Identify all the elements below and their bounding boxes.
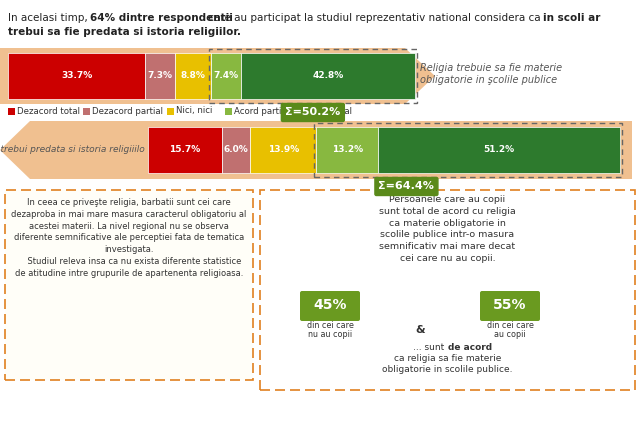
Polygon shape bbox=[405, 48, 435, 104]
Text: ca religia sa fie materie: ca religia sa fie materie bbox=[394, 354, 501, 363]
Text: Σ=64.4%: Σ=64.4% bbox=[378, 181, 435, 191]
Text: 55%: 55% bbox=[493, 298, 527, 312]
Text: 6.0%: 6.0% bbox=[224, 145, 248, 155]
FancyBboxPatch shape bbox=[375, 177, 438, 195]
Text: de acord: de acord bbox=[447, 343, 492, 352]
Text: Dezacord partial: Dezacord partial bbox=[92, 106, 163, 116]
Text: in scoli ar: in scoli ar bbox=[543, 13, 600, 23]
Bar bbox=[250, 127, 316, 173]
Text: 13.9%: 13.9% bbox=[268, 145, 299, 155]
Text: Acord partial: Acord partial bbox=[234, 106, 289, 116]
Text: 8.8%: 8.8% bbox=[180, 71, 205, 81]
FancyBboxPatch shape bbox=[5, 190, 253, 380]
Text: ... sunt: ... sunt bbox=[413, 343, 447, 352]
Text: 7.4%: 7.4% bbox=[213, 71, 238, 81]
Text: Nici, nici: Nici, nici bbox=[176, 106, 212, 116]
FancyBboxPatch shape bbox=[282, 103, 344, 121]
Bar bbox=[225, 108, 232, 115]
Bar bbox=[145, 53, 175, 99]
Text: nu au copii: nu au copii bbox=[308, 330, 352, 339]
Bar bbox=[211, 53, 241, 99]
Text: 15.7%: 15.7% bbox=[170, 145, 201, 155]
Polygon shape bbox=[0, 121, 30, 179]
Bar bbox=[222, 127, 250, 173]
Text: 33.7%: 33.7% bbox=[61, 71, 92, 81]
Text: Acord total: Acord total bbox=[305, 106, 352, 116]
Bar bbox=[175, 53, 211, 99]
Text: 13.2%: 13.2% bbox=[332, 145, 363, 155]
Bar bbox=[8, 53, 145, 99]
Text: din cei care: din cei care bbox=[307, 321, 353, 330]
Text: obligatorie in scolile publice.: obligatorie in scolile publice. bbox=[382, 365, 513, 374]
Bar bbox=[8, 108, 15, 115]
Bar bbox=[209, 49, 417, 103]
Text: &: & bbox=[415, 325, 425, 335]
Text: au copii: au copii bbox=[494, 330, 526, 339]
FancyBboxPatch shape bbox=[300, 291, 360, 321]
Text: trebui sa fie predata si istoria religiilor.: trebui sa fie predata si istoria religii… bbox=[8, 27, 241, 37]
Bar bbox=[0, 48, 405, 104]
Text: 64% dintre respondentii: 64% dintre respondentii bbox=[90, 13, 233, 23]
Bar bbox=[314, 123, 622, 177]
Bar bbox=[148, 127, 222, 173]
Bar bbox=[316, 127, 378, 173]
Text: Persoanele care au copii
sunt total de acord cu religia
ca materie obligatorie i: Persoanele care au copii sunt total de a… bbox=[379, 195, 516, 263]
Text: In acelasi timp,: In acelasi timp, bbox=[8, 13, 91, 23]
Text: Dezacord total: Dezacord total bbox=[17, 106, 80, 116]
Text: 42.8%: 42.8% bbox=[312, 71, 344, 81]
FancyBboxPatch shape bbox=[260, 190, 635, 390]
Text: care au participat la studiul reprezentativ national considera ca: care au participat la studiul reprezenta… bbox=[205, 13, 544, 23]
Text: In scoli ar trebui predata si istoria religiiilo: In scoli ar trebui predata si istoria re… bbox=[0, 145, 145, 155]
Bar bbox=[167, 108, 174, 115]
Text: Σ=50.2%: Σ=50.2% bbox=[285, 107, 340, 117]
Text: 51.2%: 51.2% bbox=[484, 145, 515, 155]
Bar bbox=[241, 53, 415, 99]
Bar bbox=[296, 108, 303, 115]
Text: Religia trebuie sa fie materie
obligatorie in şcolile publice: Religia trebuie sa fie materie obligator… bbox=[420, 63, 562, 85]
Bar bbox=[378, 127, 620, 173]
Text: din cei care: din cei care bbox=[486, 321, 533, 330]
Text: In ceea ce priveşte religia, barbatii sunt cei care
dezaproba in mai mare masura: In ceea ce priveşte religia, barbatii su… bbox=[12, 198, 246, 278]
Bar bbox=[30, 121, 632, 179]
Bar bbox=[83, 108, 90, 115]
Text: 45%: 45% bbox=[313, 298, 347, 312]
Text: 7.3%: 7.3% bbox=[147, 71, 173, 81]
FancyBboxPatch shape bbox=[480, 291, 540, 321]
